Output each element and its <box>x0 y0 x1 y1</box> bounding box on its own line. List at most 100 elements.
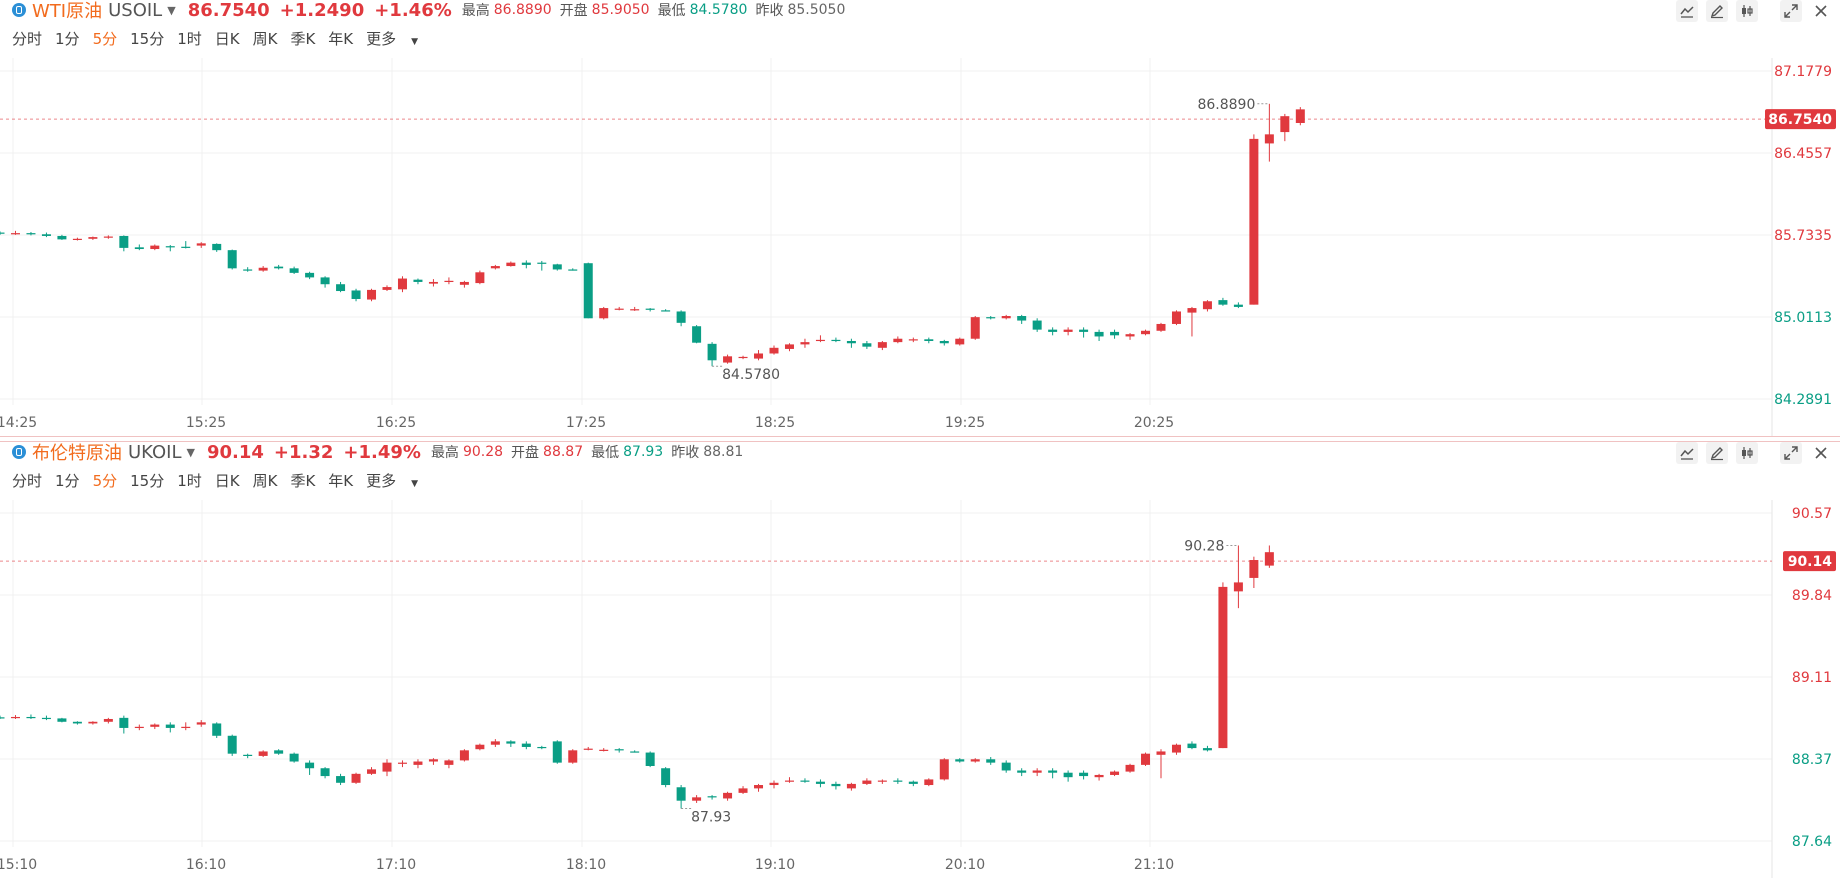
candle <box>986 316 996 320</box>
indicator-icon <box>1680 448 1694 460</box>
tab-period-1hour[interactable]: 1时 <box>177 30 202 48</box>
candle-body <box>877 780 887 782</box>
candle <box>506 740 516 747</box>
tab-period-quarter[interactable]: 季K <box>290 30 316 48</box>
candle-body <box>784 780 794 782</box>
candle-body <box>88 237 98 239</box>
candle-body <box>367 289 377 300</box>
candle <box>707 342 717 367</box>
y-tick-label: 85.0113 <box>1774 310 1832 326</box>
tab-period-day[interactable]: 日K <box>214 472 240 490</box>
candle <box>1001 760 1011 773</box>
candle-body <box>367 769 377 774</box>
candle <box>196 242 206 248</box>
candle-body <box>165 246 175 248</box>
candle <box>475 743 485 751</box>
tab-period-15min[interactable]: 15分 <box>130 472 165 490</box>
candle-body <box>661 310 671 312</box>
tab-period-1min[interactable]: 1分 <box>55 30 80 48</box>
tab-period-day[interactable]: 日K <box>214 30 240 48</box>
candle <box>800 778 810 783</box>
candle <box>1202 300 1212 312</box>
candle <box>955 758 965 763</box>
candle <box>1249 556 1259 589</box>
candle-body <box>815 781 825 784</box>
candle <box>614 748 624 753</box>
candle <box>72 721 82 725</box>
x-tick-label: 21:10 <box>1134 857 1174 873</box>
tab-period-week[interactable]: 周K <box>252 30 278 48</box>
price-change: +1.32 <box>273 441 334 463</box>
candle <box>583 746 593 751</box>
tab-period-1hour[interactable]: 1时 <box>177 472 202 490</box>
candle-body <box>289 753 299 762</box>
candle <box>738 786 748 794</box>
tab-period-week[interactable]: 周K <box>252 472 278 490</box>
indicator-button[interactable] <box>1676 442 1698 464</box>
candle <box>459 749 469 762</box>
candlestick-chart[interactable]: 87.1779 86.4557 85.7335 85.0113 84.2891 14:25… <box>0 58 1840 436</box>
tab-period-15min[interactable]: 15分 <box>130 30 165 48</box>
candle-body <box>57 718 67 722</box>
tab-period-more[interactable]: 更多 ▼ <box>366 28 431 49</box>
candle <box>955 337 965 346</box>
symbol-name[interactable]: WTI原油 <box>32 1 103 22</box>
candle <box>212 243 222 252</box>
chart-type-button[interactable] <box>1736 0 1758 22</box>
panel-divider[interactable] <box>0 436 1840 442</box>
candle-body <box>57 235 67 240</box>
tab-period-more[interactable]: 更多 ▼ <box>366 470 431 491</box>
symbol-dropdown-icon[interactable]: ▼ <box>167 3 176 17</box>
candle <box>26 714 36 719</box>
draw-icon <box>1710 5 1723 19</box>
candle <box>924 778 934 787</box>
tab-period-year[interactable]: 年K <box>328 472 354 490</box>
tab-period-year[interactable]: 年K <box>328 30 354 48</box>
expand-button[interactable] <box>1780 0 1802 22</box>
stat-high-value: 90.28 <box>462 444 504 460</box>
tab-period-5min[interactable]: 5分 <box>92 472 118 490</box>
tab-period-timeshare[interactable]: 分时 <box>12 472 43 490</box>
candle-body <box>831 783 841 787</box>
candle-body <box>258 267 268 271</box>
tab-period-timeshare[interactable]: 分时 <box>12 30 43 48</box>
x-tick-label: 18:25 <box>755 415 795 431</box>
stat-high-value: 86.8890 <box>493 2 552 18</box>
tab-period-5min[interactable]: 5分 <box>92 30 118 48</box>
high-price-label: 90.28 <box>1184 538 1224 554</box>
candlestick-chart[interactable]: 90.57 89.84 89.11 88.37 87.64 15:10 16:10 17:10… <box>0 500 1840 878</box>
candle-body <box>1094 331 1104 337</box>
close-button[interactable] <box>1810 0 1832 22</box>
symbol-name[interactable]: 布伦特原油 <box>32 443 122 464</box>
draw-button[interactable] <box>1706 0 1728 22</box>
close-button[interactable] <box>1810 442 1832 464</box>
candle-body <box>227 250 237 269</box>
candle-body <box>1295 109 1305 123</box>
stat-low-value: 87.93 <box>623 444 664 460</box>
draw-button[interactable] <box>1706 442 1728 464</box>
tab-period-quarter[interactable]: 季K <box>290 472 316 490</box>
candle <box>57 234 67 240</box>
indicator-button[interactable] <box>1676 0 1698 22</box>
expand-button[interactable] <box>1780 442 1802 464</box>
candle-body <box>212 243 222 251</box>
symbol-dropdown-icon[interactable]: ▼ <box>186 445 195 459</box>
candle-body <box>10 716 20 719</box>
candle-body <box>877 342 887 348</box>
symbol-code[interactable]: UKOIL <box>128 441 182 463</box>
candle <box>1125 333 1135 340</box>
candle-body <box>1063 772 1073 778</box>
candle-body <box>862 780 872 784</box>
x-tick-label: 16:10 <box>186 857 226 873</box>
chart-toolbar <box>1668 442 1832 464</box>
chart-type-button[interactable] <box>1736 442 1758 464</box>
candle-body <box>413 761 423 765</box>
candle <box>459 280 469 288</box>
symbol-code[interactable]: USOIL <box>108 0 163 21</box>
candle-body <box>1202 301 1212 310</box>
candle-body <box>815 339 825 342</box>
x-tick-label: 17:25 <box>566 415 606 431</box>
candle-body <box>1079 772 1089 777</box>
candle-body <box>583 263 593 319</box>
tab-period-1min[interactable]: 1分 <box>55 472 80 490</box>
